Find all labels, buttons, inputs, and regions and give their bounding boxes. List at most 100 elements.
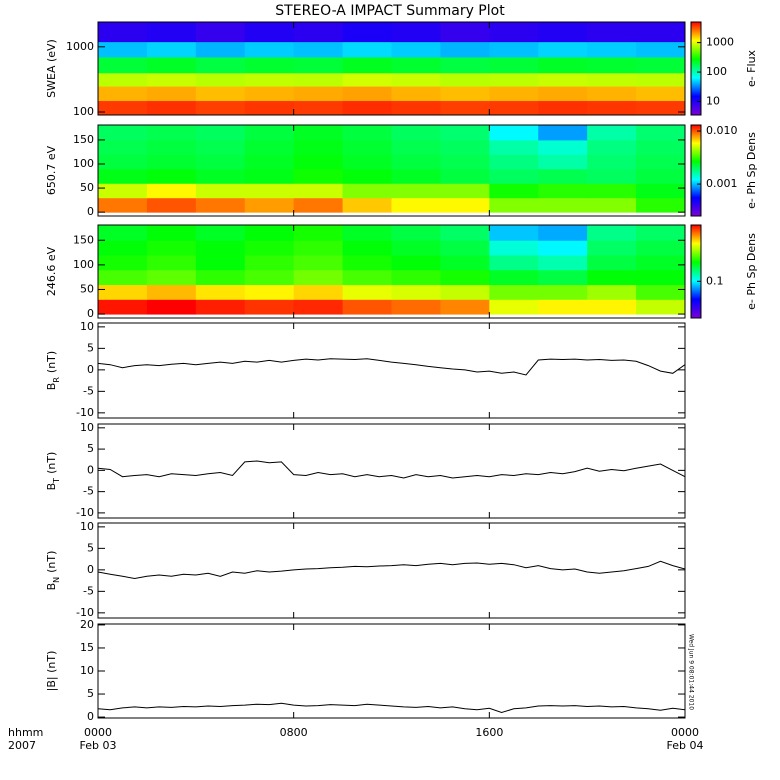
heatmap-cell <box>636 100 685 115</box>
heatmap-cell <box>636 139 685 155</box>
heatmap-cell <box>538 100 588 115</box>
heatmap-cell <box>195 100 246 115</box>
y-tick-label: 50 <box>80 181 94 194</box>
heatmap-cell <box>489 125 539 141</box>
y-label-sub: N <box>52 577 61 583</box>
heatmap-cell <box>342 284 392 300</box>
heatmap-cell <box>98 56 148 74</box>
heatmap-cell <box>195 154 246 170</box>
y-tick-label: 10 <box>80 320 94 333</box>
heatmap-cell <box>342 255 392 271</box>
panel <box>98 22 685 115</box>
y-tick-label: -5 <box>83 584 94 597</box>
heatmap-cell <box>98 299 148 315</box>
heatmap-cell <box>587 269 637 286</box>
heatmap-cell <box>342 154 392 170</box>
heatmap-cell <box>489 100 539 115</box>
data-line <box>98 702 685 714</box>
colorbar <box>690 224 702 319</box>
heatmap-cell <box>98 22 148 43</box>
heatmap-cell <box>489 255 539 271</box>
heatmap-cell <box>440 86 490 102</box>
heatmap-cell <box>98 269 148 286</box>
heatmap-cell <box>391 41 441 58</box>
data-line <box>98 560 685 580</box>
heatmap-cell <box>636 168 685 184</box>
heatmap-cell <box>244 183 295 199</box>
panel <box>98 702 685 714</box>
heatmap-cell <box>293 225 344 241</box>
heatmap-cell <box>244 269 295 286</box>
heatmap-cell <box>98 183 148 199</box>
y-tick-label: 10 <box>80 421 94 434</box>
heatmap-cell <box>293 168 344 184</box>
heatmap-cell <box>440 299 490 315</box>
heatmap-cell <box>195 168 246 184</box>
heatmap-cell <box>391 168 441 184</box>
heatmap-cell <box>342 168 392 184</box>
y-axis-label: |B| (nT) <box>45 651 58 692</box>
heatmap-cell <box>538 56 588 74</box>
heatmap-cell <box>636 197 685 213</box>
heatmap-cell <box>342 100 392 115</box>
heatmap-cell <box>538 139 588 155</box>
heatmap-cell <box>342 225 392 241</box>
heatmap-cell <box>489 139 539 155</box>
heatmap-cell <box>391 72 441 87</box>
data-line <box>98 460 685 479</box>
heatmap-cell <box>391 225 441 241</box>
y-tick-label: 150 <box>73 233 94 246</box>
y-tick-label: -5 <box>83 384 94 397</box>
heatmap-cell <box>342 269 392 286</box>
y-tick-label: 0 <box>87 463 94 476</box>
heatmap-cell <box>489 225 539 241</box>
heatmap-cell <box>146 255 197 271</box>
y-label-main: B <box>45 483 58 491</box>
x-tick-label: 0000 <box>84 726 112 739</box>
heatmap-cell <box>244 72 295 87</box>
heatmap-cell <box>244 41 295 58</box>
heatmap-cell <box>587 284 637 300</box>
heatmap-cell <box>293 284 344 300</box>
heatmap-cell <box>98 125 148 141</box>
heatmap-cell <box>538 240 588 256</box>
timestamp: Wed Jun 9 08:01:44 2010 <box>688 634 695 710</box>
heatmap-cell <box>293 22 344 43</box>
heatmap-cell <box>146 269 197 286</box>
heatmap-cell <box>293 269 344 286</box>
heatmap-cell <box>195 56 246 74</box>
heatmap-cell <box>489 240 539 256</box>
heatmap-cell <box>587 240 637 256</box>
heatmap-cell <box>587 255 637 271</box>
heatmap-cell <box>538 168 588 184</box>
heatmap-cell <box>244 139 295 155</box>
heatmap-cell <box>342 125 392 141</box>
y-label-main: SWEA (eV) <box>45 39 58 98</box>
heatmap-cell <box>244 255 295 271</box>
heatmap-cell <box>489 86 539 102</box>
y-tick-label: 5 <box>87 442 94 455</box>
heatmap-cell <box>440 183 490 199</box>
y-tick-label: -5 <box>83 485 94 498</box>
heatmap-cell <box>440 100 490 115</box>
heatmap-cell <box>146 299 197 315</box>
heatmap-cell <box>391 183 441 199</box>
heatmap-cell <box>538 255 588 271</box>
heatmap-cell <box>293 125 344 141</box>
y-label-main: |B| (nT) <box>45 651 58 692</box>
heatmap-cell <box>489 183 539 199</box>
y-tick-label: 0 <box>87 563 94 576</box>
heatmap-cell <box>293 255 344 271</box>
heatmap-cell <box>195 86 246 102</box>
heatmap-cell <box>146 197 197 213</box>
heatmap-cell <box>538 269 588 286</box>
colorbar-tick-label: 1000 <box>706 36 734 49</box>
heatmap-cell <box>538 22 588 43</box>
heatmap-cell <box>342 56 392 74</box>
heatmap-cell <box>538 125 588 141</box>
heatmap-cell <box>293 154 344 170</box>
heatmap-cell <box>195 22 246 43</box>
heatmap-cell <box>391 86 441 102</box>
heatmap-cell <box>293 56 344 74</box>
heatmap-cell <box>293 197 344 213</box>
